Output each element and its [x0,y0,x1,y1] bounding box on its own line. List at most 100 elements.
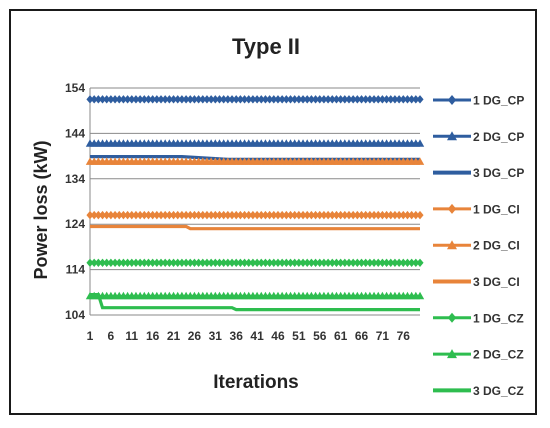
data-point [153,258,161,267]
data-point [169,258,178,267]
x-tick-label: 56 [313,329,327,343]
data-point [274,95,282,104]
data-point [353,258,361,267]
data-point [374,258,382,267]
data-point [86,95,94,104]
data-point [98,210,107,220]
data-point [307,210,315,220]
data-point [132,95,140,104]
x-tick-label: 71 [376,329,390,343]
data-point [337,210,345,220]
legend-item: 3 DG_CI [433,275,520,289]
data-point [295,95,303,104]
data-point [253,258,261,267]
y-tick-label: 114 [66,263,86,277]
x-tick-label: 21 [167,329,181,343]
data-point [395,210,403,220]
data-point [412,95,420,104]
data-point [90,210,98,220]
legend-label: 1 DG_CP [473,94,524,108]
data-point [190,95,199,104]
data-point [408,258,416,267]
data-point [211,258,219,267]
data-point [249,210,257,220]
legend-item: 2 DG_CP [433,130,524,144]
data-point [387,210,395,220]
data-point [353,95,361,104]
data-point [186,210,194,220]
data-point [311,210,320,220]
y-tick-label: 124 [65,217,85,231]
legend-item: 3 DG_CZ [433,384,524,398]
data-point [224,258,232,267]
data-point [328,210,336,220]
y-tick-label: 104 [65,308,85,322]
series-6 [90,224,420,231]
data-point [395,95,403,104]
data-point [257,95,265,104]
data-point [412,210,420,220]
series-1 [86,95,424,104]
data-point [228,95,236,104]
data-point [144,95,153,104]
data-point [124,95,132,104]
data-point [111,258,119,267]
data-point [316,210,324,220]
data-point [207,95,215,104]
data-point [119,258,127,267]
data-point [383,258,391,267]
data-point [261,95,270,104]
data-point [391,210,399,220]
data-point [103,210,111,220]
data-point [403,258,412,267]
data-point [207,210,215,220]
data-point [378,258,386,267]
data-point [236,258,244,267]
data-point [220,210,228,220]
data-point [261,258,270,267]
data-point [224,210,232,220]
legend-label: 2 DG_CZ [473,348,524,362]
data-point [324,95,332,104]
data-point [383,95,391,104]
data-point [366,258,374,267]
data-point [107,210,115,220]
data-point [383,210,391,220]
data-point [291,258,299,267]
data-point [245,95,253,104]
data-point [240,95,249,104]
data-point [195,258,203,267]
data-point [270,258,278,267]
data-point [199,95,207,104]
data-point [157,95,165,104]
data-point [203,210,211,220]
data-point [320,210,328,220]
data-point [249,258,257,267]
data-point [132,258,140,267]
data-point [341,258,349,267]
data-point [374,95,382,104]
legend-label: 2 DG_CP [473,130,524,144]
legend-item: 1 DG_CI [433,202,520,216]
data-point [86,258,94,267]
data-point [228,210,236,220]
data-point [149,95,157,104]
data-point [86,210,94,220]
data-point [328,258,336,267]
data-point [178,210,186,220]
data-point [140,210,148,220]
data-point [316,258,324,267]
x-tick-label: 31 [209,329,223,343]
data-point [395,258,403,267]
data-point [111,95,119,104]
data-point [103,95,111,104]
legend-marker [447,203,457,214]
data-point [415,157,425,165]
series-2 [85,139,425,147]
series-5 [85,157,425,165]
data-point [245,258,253,267]
data-point [415,291,425,300]
data-point [349,210,357,220]
data-point [332,95,341,104]
